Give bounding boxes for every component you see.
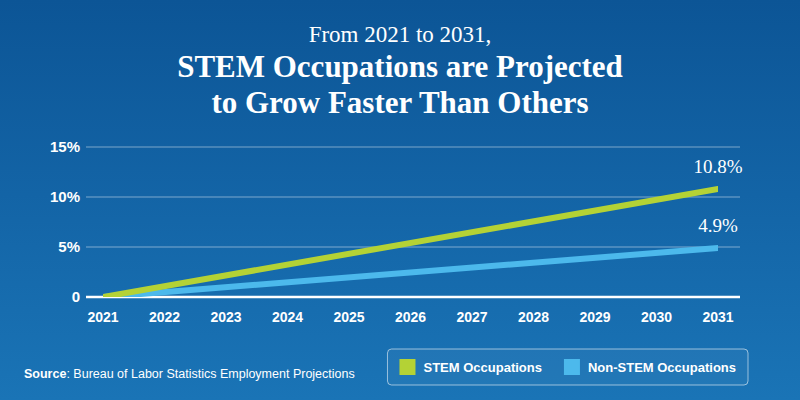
y-tick-label: 0 xyxy=(72,288,80,305)
x-tick-label: 2027 xyxy=(456,309,487,325)
x-tick xyxy=(103,297,104,300)
legend-item: Non-STEM Occupations xyxy=(564,359,736,375)
source-note: Source: Bureau of Labor Statistics Emplo… xyxy=(24,367,355,381)
x-tick xyxy=(718,297,719,300)
series-line xyxy=(103,248,718,297)
x-tick xyxy=(472,297,473,300)
x-tick xyxy=(410,297,411,300)
legend-swatch xyxy=(399,359,415,375)
legend: STEM Occupations Non-STEM Occupations xyxy=(387,349,748,385)
y-tick-label: 5% xyxy=(58,238,80,255)
x-tick-label: 2031 xyxy=(702,309,733,325)
x-tick-label: 2028 xyxy=(518,309,549,325)
x-tick xyxy=(287,297,288,300)
x-tick xyxy=(226,297,227,300)
source-text: : Bureau of Labor Statistics Employment … xyxy=(66,367,354,381)
x-tick-label: 2025 xyxy=(333,309,364,325)
source-label: Source xyxy=(24,367,66,381)
x-tick-label: 2024 xyxy=(272,309,303,325)
x-tick-label: 2022 xyxy=(149,309,180,325)
grid-line xyxy=(86,147,740,148)
grid-line xyxy=(86,197,740,198)
grid-line xyxy=(86,247,740,248)
x-tick-label: 2026 xyxy=(395,309,426,325)
x-tick xyxy=(349,297,350,300)
background xyxy=(0,0,800,400)
y-tick-label: 15% xyxy=(50,138,80,155)
data-label: 10.8% xyxy=(693,156,742,177)
axis-baseline xyxy=(86,296,740,299)
title-line: STEM Occupations are Projected xyxy=(177,49,623,84)
legend-item: STEM Occupations xyxy=(399,359,541,375)
title: STEM Occupations are Projectedto Grow Fa… xyxy=(177,49,623,120)
legend-label: Non-STEM Occupations xyxy=(588,360,736,375)
x-tick xyxy=(656,297,657,300)
title-line: to Grow Faster Than Others xyxy=(211,85,588,120)
series-line xyxy=(103,189,718,297)
plot-area xyxy=(103,189,718,297)
x-tick-label: 2030 xyxy=(641,309,672,325)
legend-label: STEM Occupations xyxy=(423,360,541,375)
legend-swatch xyxy=(564,359,580,375)
x-tick-label: 2021 xyxy=(87,309,118,325)
x-tick xyxy=(595,297,596,300)
legend-box xyxy=(387,349,748,385)
x-tick-label: 2029 xyxy=(579,309,610,325)
chart-svg: From 2021 to 2031,STEM Occupations are P… xyxy=(0,0,800,400)
subtitle: From 2021 to 2031, xyxy=(309,22,492,47)
x-tick xyxy=(533,297,534,300)
x-tick xyxy=(164,297,165,300)
data-label: 4.9% xyxy=(698,215,738,236)
chart-container: From 2021 to 2031,STEM Occupations are P… xyxy=(0,0,800,400)
x-tick-label: 2023 xyxy=(210,309,241,325)
y-tick-label: 10% xyxy=(50,188,80,205)
